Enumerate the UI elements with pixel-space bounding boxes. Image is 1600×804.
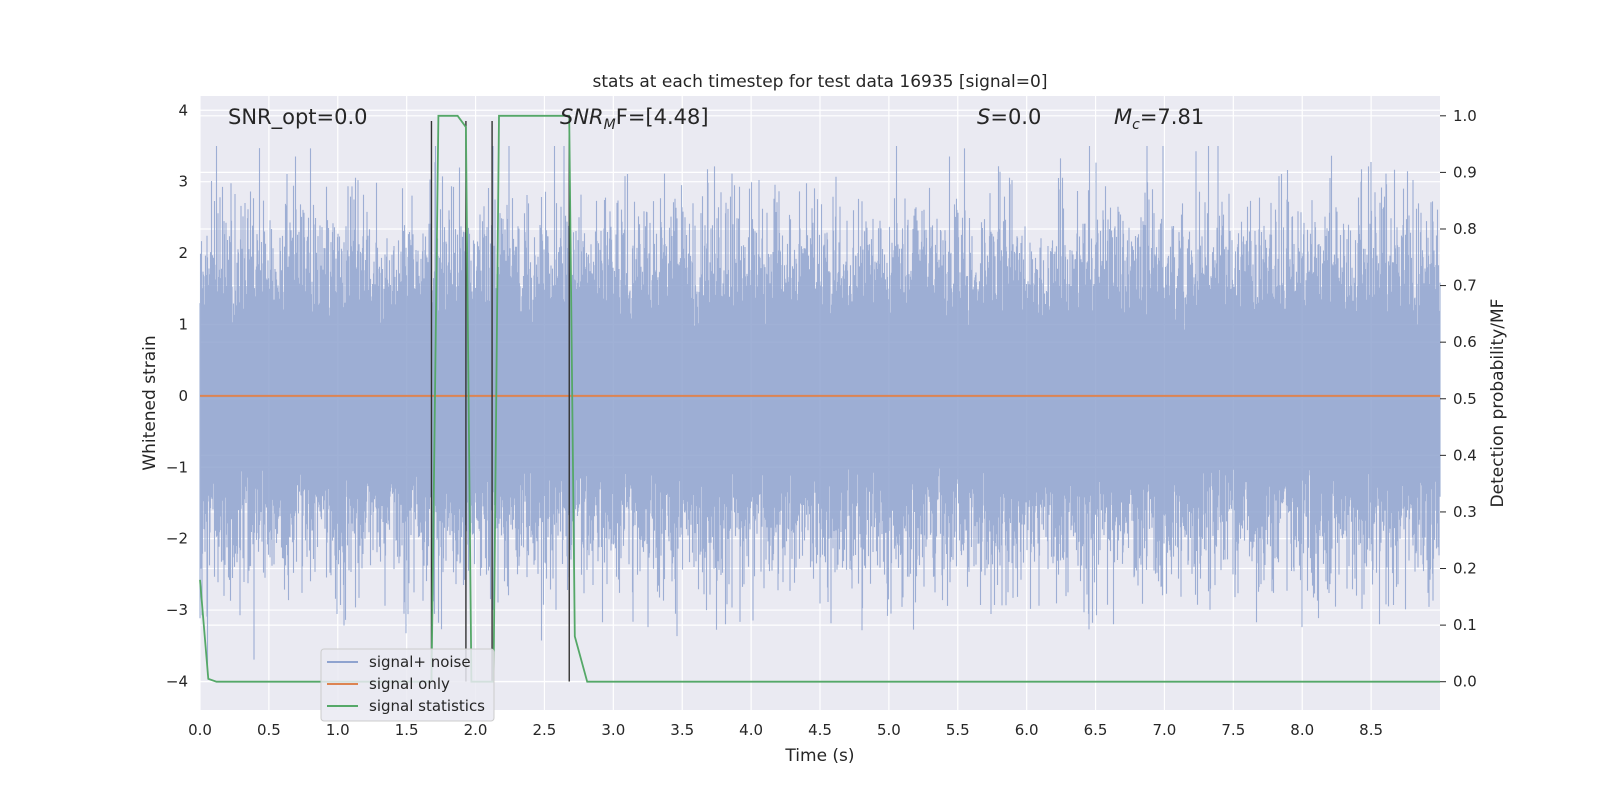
legend-label-signal-noise: signal+ noise xyxy=(369,653,471,671)
annotation-snr-mf-rest: F=[4.48] xyxy=(616,105,709,129)
y2-tick-label: 0.2 xyxy=(1453,560,1477,578)
legend-box xyxy=(320,648,495,722)
y2-axis-ticks: 0.0 0.1 0.2 0.3 0.4 0.5 0.6 0.7 0.8 0.9 1.0 xyxy=(1440,107,1477,691)
y2-tick-label: 0.7 xyxy=(1453,277,1477,295)
annotation-s-rest: =0.0 xyxy=(990,105,1041,129)
y-tick-label: −4 xyxy=(166,672,188,690)
y2-tick-label: 0.1 xyxy=(1453,616,1477,634)
x-tick-label: 4.0 xyxy=(739,721,763,739)
x-tick-label: 7.5 xyxy=(1221,721,1245,739)
legend-label-signal-statistics: signal statistics xyxy=(369,697,485,715)
annotation-snr-mf: SNRMF=[4.48] xyxy=(560,105,709,133)
x-tick-label: 3.0 xyxy=(601,721,625,739)
annotation-snr-opt: SNR_opt=0.0 xyxy=(228,105,368,130)
y2-tick-label: 0.6 xyxy=(1453,333,1477,351)
annotation-mc-sub: c xyxy=(1132,117,1140,133)
y-axis-ticks: −4 −3 −2 −1 0 1 2 3 4 xyxy=(166,101,188,690)
x-tick-label: 5.0 xyxy=(877,721,901,739)
x-tick-label: 1.0 xyxy=(326,721,350,739)
annotation-s: S=0.0 xyxy=(977,105,1041,129)
x-tick-label: 6.5 xyxy=(1084,721,1108,739)
y2-tick-label: 0.0 xyxy=(1453,673,1477,691)
x-tick-label: 4.5 xyxy=(808,721,832,739)
y2-tick-label: 0.4 xyxy=(1453,446,1477,464)
x-tick-label: 3.5 xyxy=(670,721,694,739)
series-signal-statistics-line xyxy=(199,114,1440,683)
annotation-mc-rest: =7.81 xyxy=(1140,105,1204,129)
y-tick-label: 2 xyxy=(178,244,188,262)
y2-tick-label: 0.8 xyxy=(1453,220,1477,238)
x-tick-label: 8.0 xyxy=(1290,721,1314,739)
annotation-s-main: S xyxy=(977,105,990,129)
y-tick-label: −3 xyxy=(166,601,188,619)
legend-label-signal-only: signal only xyxy=(369,675,450,693)
x-tick-label: 2.0 xyxy=(464,721,488,739)
y-tick-label: −2 xyxy=(166,530,188,548)
x-tick-label: 7.0 xyxy=(1153,721,1177,739)
y2-tick-label: 0.5 xyxy=(1453,390,1477,408)
series-signal-noise-line xyxy=(199,146,1441,676)
y-tick-label: −1 xyxy=(166,458,188,476)
plot-area xyxy=(199,114,1441,683)
y-axis-label: Whitened strain xyxy=(140,335,160,470)
y2-axis-label: Detection probability/MF xyxy=(1488,299,1508,508)
x-tick-label: 5.5 xyxy=(946,721,970,739)
x-tick-label: 1.5 xyxy=(395,721,419,739)
y-tick-label: 4 xyxy=(178,101,188,119)
y-tick-label: 3 xyxy=(178,173,188,191)
annotation-snr-mf-main: SNR xyxy=(560,105,604,129)
y-tick-label: 0 xyxy=(178,387,188,405)
chart-title: stats at each timestep for test data 169… xyxy=(593,72,1048,92)
annotation-mc: Mc=7.81 xyxy=(1114,105,1204,133)
legend: signal+ noise signal only signal statist… xyxy=(320,648,495,722)
x-axis-label: Time (s) xyxy=(784,746,854,766)
y2-tick-label: 0.3 xyxy=(1453,503,1477,521)
annotation-mc-main: M xyxy=(1114,105,1132,129)
y-tick-label: 1 xyxy=(178,315,188,333)
y2-tick-label: 1.0 xyxy=(1453,107,1477,125)
y2-tick-label: 0.9 xyxy=(1453,163,1477,181)
x-tick-label: 0.0 xyxy=(188,721,212,739)
x-tick-label: 0.5 xyxy=(257,721,281,739)
annotation-snr-mf-sub: M xyxy=(604,117,616,133)
x-axis-ticks: 0.0 0.5 1.0 1.5 2.0 2.5 3.0 3.5 4.0 4.5 5.0 5.5 6.0 6… xyxy=(188,721,1383,739)
x-tick-label: 2.5 xyxy=(533,721,557,739)
x-tick-label: 6.0 xyxy=(1015,721,1039,739)
x-tick-label: 8.5 xyxy=(1359,721,1383,739)
